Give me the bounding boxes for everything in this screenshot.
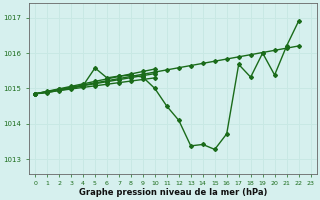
X-axis label: Graphe pression niveau de la mer (hPa): Graphe pression niveau de la mer (hPa): [79, 188, 267, 197]
